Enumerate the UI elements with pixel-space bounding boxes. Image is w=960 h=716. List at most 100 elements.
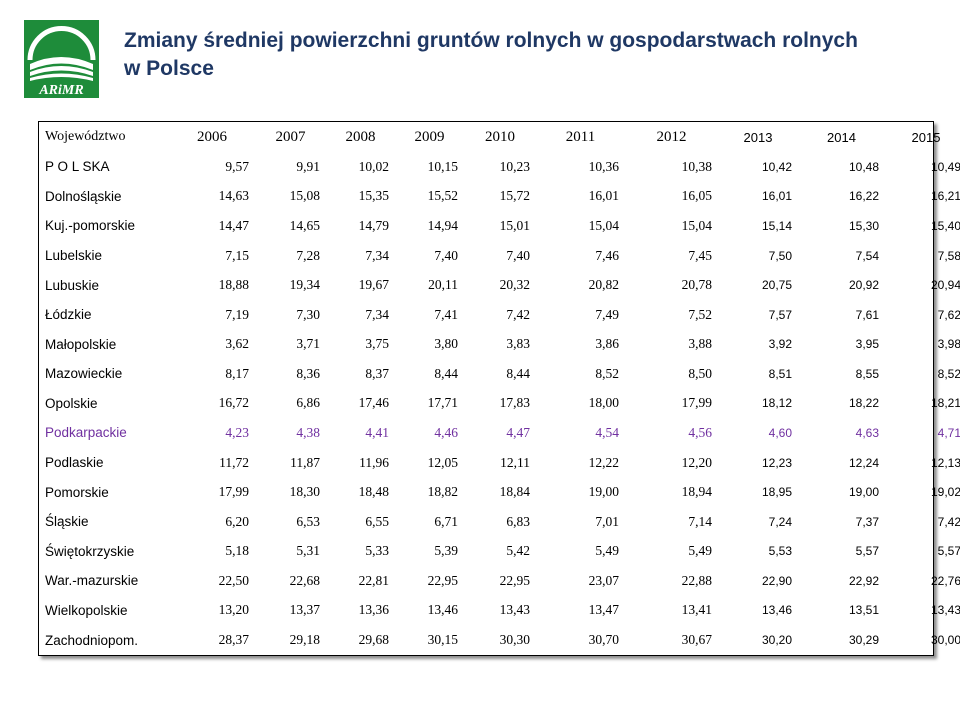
value-cell: 6,55 [365, 513, 389, 529]
value-cell: 5,18 [225, 543, 249, 559]
value-cell: 22,81 [358, 572, 389, 588]
value-cell: 18,12 [761, 396, 792, 411]
value-cell: 3,98 [937, 337, 960, 352]
value-cell: 16,72 [218, 395, 249, 411]
value-cell: 7,42 [937, 514, 960, 529]
value-cell: 4,60 [768, 425, 792, 440]
value-cell: 30,15 [427, 632, 458, 648]
value-cell: 12,05 [427, 454, 458, 470]
value-cell: 18,94 [681, 484, 712, 500]
table-row: Opolskie 16,72 6,86 17,46 17,71 17,83 18,00 17,… [39, 389, 960, 419]
table-row: Łódzkie 7,19 7,30 7,34 7,41 7,42 7,49 7,52 7,57 7… [39, 300, 960, 330]
value-cell: 29,18 [289, 632, 320, 648]
value-cell: 7,45 [688, 247, 712, 263]
value-cell: 4,23 [225, 424, 249, 440]
table-row: War.-mazurskie 22,50 22,68 22,81 22,95 22,95 2… [39, 566, 960, 596]
column-header-year: 2014 [827, 129, 856, 145]
value-cell: 30,30 [499, 632, 530, 648]
column-header-region: Województwo [45, 129, 126, 144]
value-cell: 13,43 [499, 602, 530, 618]
value-cell: 9,57 [225, 158, 249, 174]
value-cell: 14,63 [218, 188, 249, 204]
value-cell: 15,01 [499, 217, 530, 233]
value-cell: 15,72 [499, 188, 530, 204]
value-cell: 7,30 [296, 306, 320, 322]
value-cell: 5,53 [768, 544, 792, 559]
region-name-cell: Wielkopolskie [45, 602, 128, 618]
value-cell: 8,51 [768, 366, 792, 381]
column-header-year: 2010 [485, 128, 515, 145]
value-cell: 19,34 [289, 277, 320, 293]
value-cell: 15,35 [358, 188, 389, 204]
table-row: Wielkopolskie 13,20 13,37 13,36 13,46 13,43 13… [39, 596, 960, 626]
value-cell: 20,78 [681, 277, 712, 293]
value-cell: 7,50 [768, 248, 792, 263]
table-row: Świętokrzyskie 5,18 5,31 5,33 5,39 5,42 5,49 5,… [39, 537, 960, 567]
value-cell: 5,57 [937, 544, 960, 559]
page-title-line-1: Zmiany średniej powierzchni gruntów roln… [124, 29, 858, 52]
value-cell: 30,29 [848, 633, 879, 648]
table-row: Dolnośląskie 14,63 15,08 15,35 15,52 15,72 16,… [39, 182, 960, 212]
value-cell: 15,04 [588, 217, 619, 233]
value-cell: 18,82 [427, 484, 458, 500]
page-title-line-2: w Polsce [124, 57, 214, 80]
value-cell: 14,94 [427, 217, 458, 233]
value-cell: 7,49 [595, 306, 619, 322]
table-row: Śląskie 6,20 6,53 6,55 6,71 6,83 7,01 7,14 7,24 7… [39, 507, 960, 537]
page-title: Zmiany średniej powierzchni gruntów roln… [124, 27, 924, 83]
value-cell: 18,84 [499, 484, 530, 500]
table-row: Podkarpackie 4,23 4,38 4,41 4,46 4,47 4,54 4,56… [39, 418, 960, 448]
value-cell: 7,40 [506, 247, 530, 263]
value-cell: 30,20 [761, 633, 792, 648]
value-cell: 16,05 [681, 188, 712, 204]
value-cell: 10,48 [848, 159, 879, 174]
value-cell: 5,42 [506, 543, 530, 559]
value-cell: 13,20 [218, 602, 249, 618]
value-cell: 3,75 [365, 336, 389, 352]
value-cell: 14,79 [358, 217, 389, 233]
value-cell: 8,52 [937, 366, 960, 381]
value-cell: 23,07 [588, 572, 619, 588]
value-cell: 17,99 [681, 395, 712, 411]
value-cell: 4,38 [296, 424, 320, 440]
value-cell: 7,40 [434, 247, 458, 263]
value-cell: 18,48 [358, 484, 389, 500]
value-cell: 3,86 [595, 336, 619, 352]
value-cell: 17,99 [218, 484, 249, 500]
value-cell: 13,37 [289, 602, 320, 618]
region-name-cell: Dolnośląskie [45, 188, 122, 204]
value-cell: 15,30 [848, 218, 879, 233]
region-name-cell: Śląskie [45, 514, 89, 530]
value-cell: 10,02 [358, 158, 389, 174]
value-cell: 7,52 [688, 306, 712, 322]
agency-logo: ARiMR [24, 20, 99, 98]
value-cell: 22,90 [761, 573, 792, 588]
value-cell: 10,36 [588, 158, 619, 174]
region-name-cell: War.-mazurskie [45, 573, 139, 589]
value-cell: 13,36 [358, 602, 389, 618]
value-cell: 5,49 [688, 543, 712, 559]
region-name-cell: Podkarpackie [45, 425, 127, 441]
value-cell: 22,68 [289, 572, 320, 588]
table-row: Pomorskie 17,99 18,30 18,48 18,82 18,84 19,00 1… [39, 477, 960, 507]
value-cell: 13,41 [681, 602, 712, 618]
value-cell: 5,33 [365, 543, 389, 559]
value-cell: 18,00 [588, 395, 619, 411]
value-cell: 7,34 [365, 306, 389, 322]
value-cell: 3,71 [296, 336, 320, 352]
value-cell: 14,65 [289, 217, 320, 233]
value-cell: 30,70 [588, 632, 619, 648]
value-cell: 18,21 [930, 396, 960, 411]
value-cell: 8,50 [688, 365, 712, 381]
value-cell: 29,68 [358, 632, 389, 648]
value-cell: 4,41 [365, 424, 389, 440]
value-cell: 15,08 [289, 188, 320, 204]
value-cell: 3,95 [855, 337, 879, 352]
value-cell: 13,46 [427, 602, 458, 618]
value-cell: 28,37 [218, 632, 249, 648]
table-row: Zachodniopom. 28,37 29,18 29,68 30,15 30,30 30… [39, 625, 960, 655]
value-cell: 16,21 [930, 189, 960, 204]
value-cell: 7,34 [365, 247, 389, 263]
value-cell: 3,88 [688, 336, 712, 352]
value-cell: 18,22 [848, 396, 879, 411]
